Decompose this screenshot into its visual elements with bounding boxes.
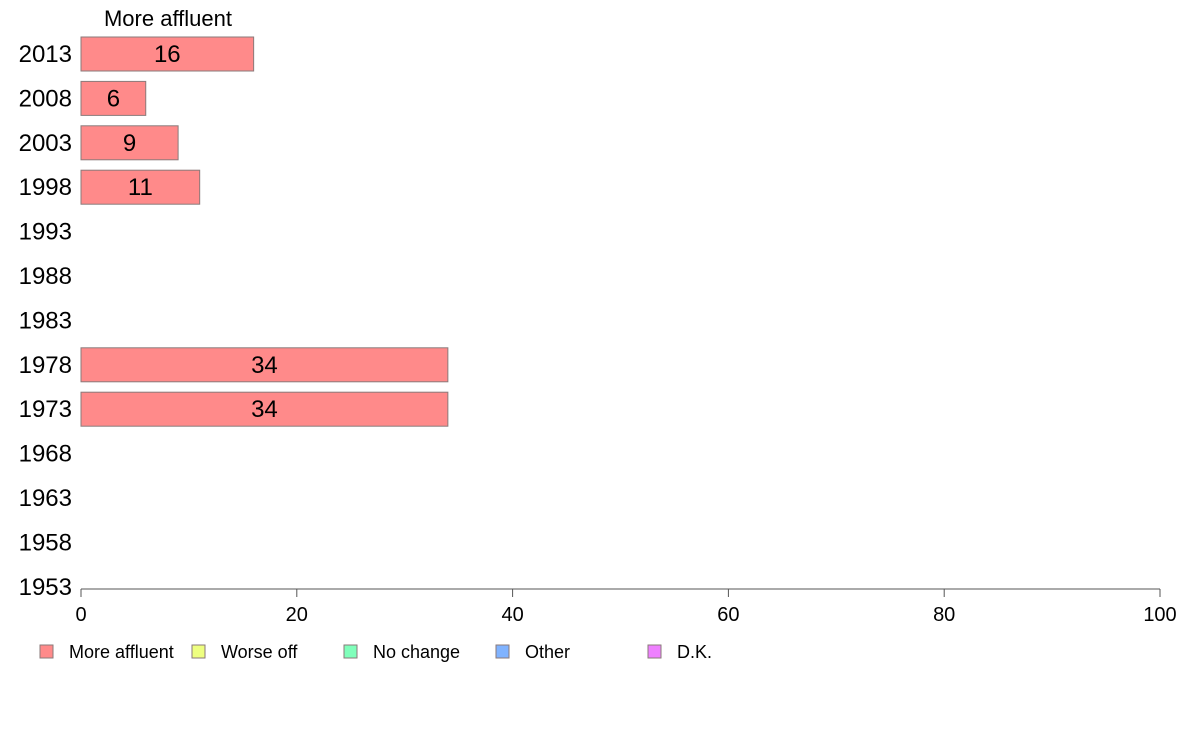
legend-label: D.K.: [677, 642, 712, 662]
year-label: 2008: [19, 85, 72, 112]
bar-value-label: 9: [123, 130, 136, 157]
legend-label: More affluent: [69, 642, 174, 662]
bar-segment: [80, 80, 147, 116]
bar-segment: [80, 36, 255, 72]
year-label: 1998: [19, 174, 72, 201]
year-label: 1978: [19, 352, 72, 379]
year-label: 1983: [19, 307, 72, 334]
year-label: 1958: [19, 529, 72, 556]
bar-value-label: 34: [251, 396, 278, 423]
bar-segment: [80, 125, 179, 161]
bar-value-label: 11: [128, 174, 153, 201]
x-tick-label: 20: [286, 604, 308, 626]
series-title: More affluent: [104, 6, 232, 31]
bars-group: 16 69 11 34 34: [80, 36, 449, 427]
year-label: 1973: [19, 396, 72, 423]
x-axis: 0 20 40 60 80 100: [75, 588, 1177, 626]
legend: More affluent Worse off No change Other D.K.: [39, 642, 712, 662]
year-label: 1993: [19, 219, 72, 246]
x-tick-label: 100: [1143, 604, 1176, 626]
bar-segment: [80, 391, 449, 427]
bar-segment: [80, 347, 449, 383]
x-tick-label: 40: [501, 604, 523, 626]
legend-swatch: [495, 644, 510, 659]
legend-swatch: [343, 644, 358, 659]
x-tick-label: 80: [933, 604, 955, 626]
year-label: 1988: [19, 263, 72, 290]
bar-value-label: 34: [251, 352, 278, 379]
bar-value-label: 16: [154, 41, 181, 68]
legend-label: Other: [525, 642, 570, 662]
legend-label: Worse off: [221, 642, 298, 662]
legend-label: No change: [373, 642, 460, 662]
legend-swatch: [191, 644, 206, 659]
year-label: 1968: [19, 441, 72, 468]
x-tick-label: 0: [75, 604, 86, 626]
year-label: 2013: [19, 41, 72, 68]
legend-swatch: [647, 644, 662, 659]
year-label: 1963: [19, 485, 72, 512]
legend-swatch: [39, 644, 54, 659]
bar-value-label: 6: [107, 85, 120, 112]
year-label: 2003: [19, 130, 72, 157]
year-label: 1953: [19, 574, 72, 601]
year-labels-group: 2013 2008 2003 1998 1993 1988 1983 1978 1973 1968…: [19, 41, 72, 601]
x-tick-label: 60: [717, 604, 739, 626]
bar-segment: [80, 169, 201, 205]
